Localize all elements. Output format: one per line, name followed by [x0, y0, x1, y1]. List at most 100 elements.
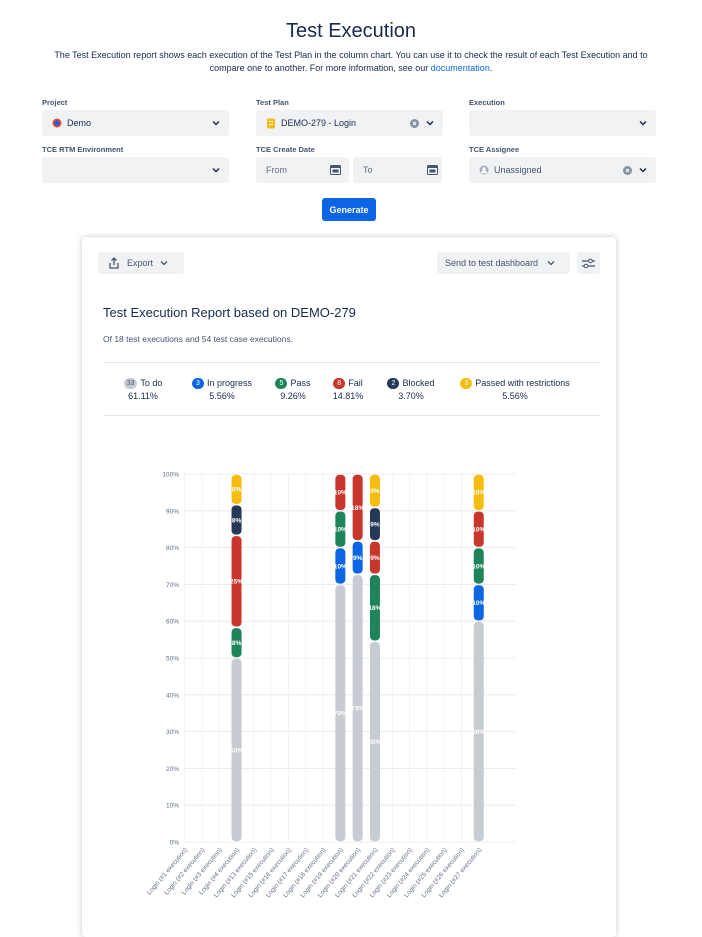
legend-name: In progress [206, 378, 253, 388]
bar-segment [335, 548, 346, 584]
chevron [426, 120, 434, 126]
clear-icon[interactable] [623, 166, 632, 175]
bar-segment [335, 474, 346, 510]
legend-item: 8 Fail 14.81% [278, 378, 418, 401]
y-tick-label: 90% [166, 508, 179, 515]
export-button[interactable]: Export [98, 252, 184, 274]
page: {"header":{"title":"Test Execution","des… [42, 20, 656, 900]
chevron [160, 261, 168, 266]
data-label: 10% [334, 490, 347, 497]
data-label: 10% [472, 527, 485, 534]
legend-count: 3 [460, 378, 473, 389]
bar-segment [231, 536, 242, 627]
legend-row: 2 Blocked [341, 378, 481, 389]
legend-count: 2 [387, 378, 400, 389]
field-label: TCE RTM Environment [42, 145, 124, 154]
select-value: Demo [67, 118, 92, 128]
y-tick-label: 0% [170, 840, 180, 847]
bar-segment [473, 474, 484, 510]
date-to[interactable]: To [353, 157, 442, 183]
bar-segment [473, 622, 484, 842]
y-tick-label: 60% [166, 619, 179, 626]
bar-segment [352, 474, 363, 541]
bar-segment [369, 474, 380, 507]
data-label: 9% [370, 555, 380, 562]
environment-select[interactable] [42, 157, 229, 183]
data-label: 10% [334, 527, 347, 534]
legend-name: To do [140, 378, 163, 388]
field-label: Project [42, 98, 68, 107]
legend-row: 33 To do [73, 378, 213, 389]
bar-segment [231, 474, 242, 504]
y-tick-label: 100% [162, 472, 179, 479]
legend-item: 33 To do 61.11% [73, 378, 213, 401]
clear-icon[interactable] [410, 119, 419, 128]
legend: 33 To do 61.11% 3 In progress 5.56% 5 Pass 9.26%… [82, 378, 616, 408]
data-label: 10% [472, 490, 485, 497]
legend-count: 5 [275, 378, 288, 389]
data-label: 8% [232, 487, 242, 494]
legend-item: 5 Pass 9.26% [223, 378, 363, 401]
data-label: 10% [472, 600, 485, 607]
legend-name: Passed with restrictions [475, 378, 570, 388]
user-icon [479, 165, 489, 175]
field-label: TCE Assignee [469, 145, 520, 154]
settings-icon [582, 258, 595, 268]
separator [103, 362, 600, 363]
assignee-select[interactable]: Unassigned [469, 157, 656, 183]
button-text: Export [127, 258, 154, 268]
calendar-icon [330, 165, 341, 175]
select-value: DEMO-279 - Login [281, 118, 357, 128]
doc-link[interactable]: documentation [430, 63, 490, 73]
chart: 0%10%20%30%40%50%60%70%80%90%100%Login (… [146, 472, 515, 899]
bar-segment [473, 585, 484, 621]
legend-name: Fail [348, 378, 363, 388]
chevron [639, 167, 647, 173]
legend-item: 3 In progress 5.56% [152, 378, 292, 401]
bar-segment [231, 658, 242, 842]
field-label: TCE Create Date [256, 145, 315, 154]
plan-select[interactable]: DEMO-279 - Login [256, 110, 443, 136]
y-tick-label: 10% [166, 803, 179, 810]
bar-segment [369, 541, 380, 574]
bar-segment [352, 541, 363, 574]
legend-name: Pass [290, 378, 311, 388]
data-label: 10% [472, 563, 485, 570]
field-label: Execution [469, 98, 505, 107]
bar-segment [231, 505, 242, 535]
report-subtitle: Of 18 test executions and 54 test case e… [103, 334, 293, 344]
bar-segment [473, 548, 484, 584]
legend-row: 3 Passed with restrictions [445, 378, 585, 389]
legend-item: 2 Blocked 3.70% [341, 378, 481, 401]
project-select[interactable]: Demo [42, 110, 229, 136]
data-label: 55% [368, 739, 381, 746]
data-label: 8% [232, 517, 242, 524]
execution-select[interactable] [469, 110, 656, 136]
bar-segment [369, 642, 380, 842]
y-tick-label: 80% [166, 545, 179, 552]
y-tick-label: 40% [166, 692, 179, 699]
data-label: 73% [351, 705, 364, 712]
select-value: Unassigned [494, 165, 542, 175]
bar-segment [335, 511, 346, 547]
date-from[interactable]: From [256, 157, 349, 183]
legend-percent: 61.11% [128, 391, 158, 401]
button-text: Send to test dashboard [445, 258, 539, 268]
bar-segment [231, 628, 242, 658]
legend-percent: 14.81% [332, 391, 364, 401]
y-tick-label: 50% [166, 656, 179, 663]
data-label: 70% [334, 711, 347, 718]
settings-button[interactable] [577, 252, 600, 274]
legend-row: 8 Fail [278, 378, 418, 389]
y-tick-label: 20% [166, 766, 179, 773]
generate-button[interactable]: Generate [322, 198, 376, 221]
data-label: 18% [351, 505, 364, 512]
data-label: 10% [334, 563, 347, 570]
legend-row: 3 In progress [152, 378, 292, 389]
chevron [212, 167, 220, 173]
export-icon [109, 257, 119, 269]
report-card: Export Send to test dashboard Test Execu… [82, 237, 616, 937]
send-button[interactable]: Send to test dashboard [437, 252, 570, 274]
data-label: 9% [353, 555, 363, 562]
bar-segment [369, 508, 380, 541]
